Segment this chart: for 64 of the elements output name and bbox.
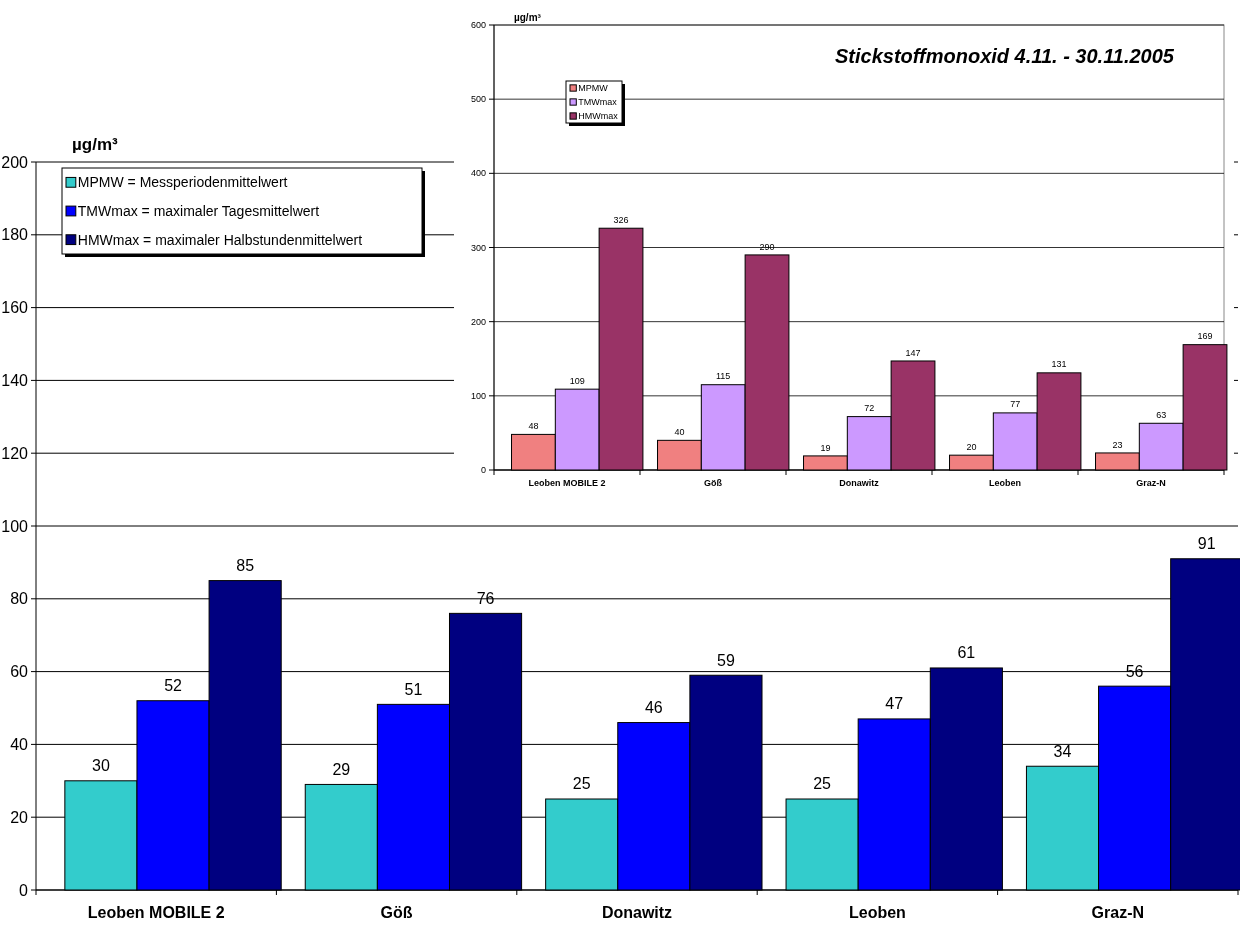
data-label: 61 xyxy=(957,644,976,662)
legend-label: TMWmax = maximaler Tagesmittelwert xyxy=(77,202,320,219)
data-label: 59 xyxy=(717,651,735,669)
y-tick-label: 200 xyxy=(470,316,486,327)
legend-label: MPMW xyxy=(578,83,609,94)
y-tick-label: 500 xyxy=(470,94,486,105)
x-tick-label: Donawitz xyxy=(839,478,880,488)
y-tick-label: 100 xyxy=(1,517,29,535)
x-tick-label: Leoben xyxy=(988,478,1022,488)
y-tick-label: 300 xyxy=(470,242,486,253)
data-label: 72 xyxy=(864,403,875,414)
y-tick-label: 600 xyxy=(470,20,486,31)
y-tick-label: 60 xyxy=(10,663,29,681)
y-tick-label: 160 xyxy=(1,299,29,317)
y-tick-label: 80 xyxy=(10,590,29,608)
x-tick-label: Donawitz xyxy=(601,904,673,921)
data-label: 25 xyxy=(813,775,832,793)
legend-label: MPMW = Messperiodenmittelwert xyxy=(77,174,288,191)
y-tick-label: 0 xyxy=(19,881,29,899)
x-tick-label: Leoben xyxy=(848,904,906,921)
data-label: 115 xyxy=(716,371,731,382)
data-label: 40 xyxy=(674,426,685,437)
data-label: 85 xyxy=(236,557,255,574)
y-tick-label: 180 xyxy=(1,226,29,244)
data-label: 34 xyxy=(1053,742,1072,760)
y-tick-label: 120 xyxy=(1,444,29,462)
x-tick-label: Leoben MOBILE 2 xyxy=(87,904,225,921)
legend-label: HMWmax xyxy=(578,111,619,122)
data-label: 169 xyxy=(1197,331,1213,342)
data-label: 29 xyxy=(332,760,351,778)
data-label: 47 xyxy=(885,695,904,713)
y-tick-label: 140 xyxy=(1,372,29,389)
y-tick-label: 40 xyxy=(10,736,29,753)
y-axis-title: µg/m³ xyxy=(514,12,542,23)
x-tick-label: Göß xyxy=(380,904,413,921)
legend-label: HMWmax = maximaler Halbstundenmittelwert xyxy=(77,231,363,248)
data-label: 20 xyxy=(966,441,977,452)
x-tick-label: Göß xyxy=(704,478,723,488)
y-tick-label: 100 xyxy=(470,390,486,401)
y-tick-label: 0 xyxy=(480,465,486,476)
data-label: 48 xyxy=(528,421,539,431)
y-tick-label: 200 xyxy=(1,153,29,171)
data-label: 147 xyxy=(905,347,921,358)
data-label: 25 xyxy=(572,775,591,793)
data-label: 30 xyxy=(92,757,110,775)
data-label: 52 xyxy=(164,677,183,695)
data-label: 131 xyxy=(1051,359,1067,370)
data-label: 19 xyxy=(820,442,831,453)
data-label: 77 xyxy=(1010,399,1021,410)
text: Stickstoffmonoxid 4.11. - 30.11.2005 xyxy=(834,45,1175,67)
x-tick-label: Leoben MOBILE 2 xyxy=(528,478,606,488)
data-label: 91 xyxy=(1197,535,1216,553)
data-label: 46 xyxy=(644,698,663,716)
x-tick-label: Graz-N xyxy=(1136,478,1166,488)
data-label: 63 xyxy=(1156,409,1167,420)
x-tick-label: Graz-N xyxy=(1091,904,1145,921)
legend-label: TMWmax xyxy=(578,97,618,108)
data-label: 109 xyxy=(569,375,585,386)
data-label: 23 xyxy=(1112,439,1123,450)
y-tick-label: 400 xyxy=(470,168,486,179)
data-label: 326 xyxy=(613,214,629,225)
y-tick-label: 20 xyxy=(10,808,29,826)
data-label: 51 xyxy=(404,680,423,698)
y-axis-title: µg/m³ xyxy=(72,135,119,154)
